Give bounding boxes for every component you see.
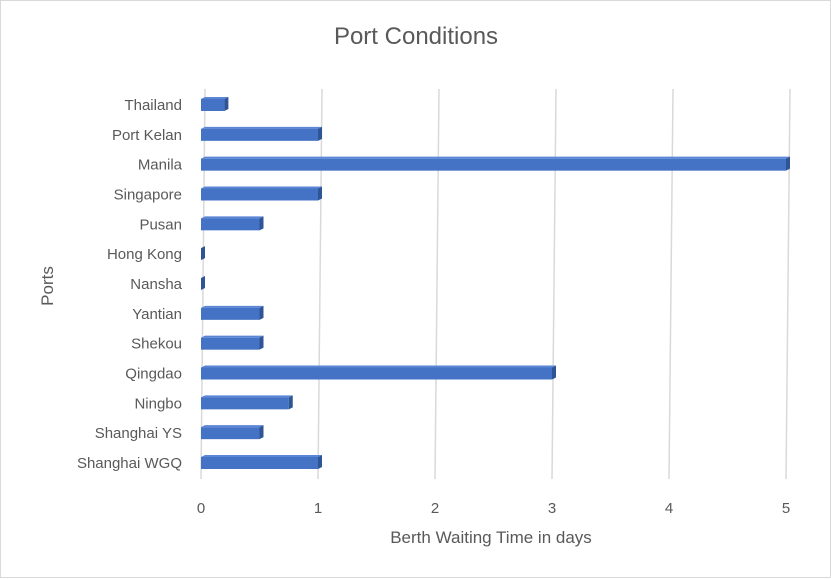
bar-top-face	[201, 186, 322, 189]
y-axis-title: Ports	[38, 266, 57, 306]
bar	[201, 276, 205, 290]
bar-front-face	[201, 188, 318, 201]
bar-side-face	[259, 216, 264, 231]
bar	[201, 97, 229, 111]
x-tick-labels: 0 1 2 3 4 5	[197, 500, 790, 517]
y-tick-label: Singapore	[114, 187, 182, 204]
bar-front-face	[201, 337, 260, 350]
x-tick-label: 3	[548, 500, 556, 517]
bar-side-face	[259, 305, 264, 320]
bar-front-face	[201, 427, 260, 440]
bar-side-face	[318, 126, 322, 141]
bar	[201, 455, 322, 469]
bars	[201, 97, 790, 469]
bar-front-face	[201, 307, 260, 320]
bar-front-face	[201, 218, 260, 231]
gridline	[551, 88, 557, 480]
y-tick-labels: Shanghai WGQ Shanghai YS Ningbo Qingdao Shek…	[77, 97, 183, 472]
bar	[201, 126, 322, 141]
bar-front-face	[201, 397, 289, 410]
bar	[201, 365, 556, 380]
bar-side-face	[318, 455, 322, 469]
y-tick-label: Nansha	[130, 276, 182, 293]
bar-top-face	[201, 305, 264, 308]
gridline	[668, 88, 674, 480]
bar-top-face	[201, 335, 264, 338]
x-tick-label: 1	[314, 500, 322, 517]
y-tick-label: Thailand	[124, 97, 182, 114]
bar-front-face	[201, 158, 786, 171]
bar	[201, 216, 264, 231]
bar-top-face	[201, 156, 790, 159]
gridline	[434, 88, 440, 480]
bar-top-face	[201, 395, 293, 398]
bar	[201, 186, 322, 201]
bar	[201, 335, 264, 350]
gridline	[317, 88, 323, 480]
bar-front-face	[201, 457, 318, 469]
bar	[201, 156, 790, 171]
bar-side-face	[259, 335, 264, 350]
chart-title: Port Conditions	[334, 23, 498, 50]
bar-front-face	[201, 367, 552, 380]
bar	[201, 395, 293, 410]
y-tick-label: Pusan	[139, 216, 182, 233]
y-tick-label: Ningbo	[134, 395, 182, 412]
bar-side-face	[552, 365, 556, 380]
bar-top-face	[201, 455, 322, 457]
bar-front-face	[201, 99, 225, 111]
y-tick-label: Qingdao	[125, 366, 182, 383]
bar-top-face	[201, 365, 556, 368]
bar-side-face	[201, 276, 205, 290]
bar-side-face	[259, 425, 264, 440]
x-axis-title: Berth Waiting Time in days	[390, 528, 592, 547]
gridline	[785, 88, 791, 480]
x-tick-label: 4	[665, 500, 673, 517]
bar-top-face	[201, 216, 264, 219]
y-tick-label: Hong Kong	[107, 246, 182, 263]
bar	[201, 246, 205, 261]
y-tick-label: Manila	[138, 157, 183, 174]
bar-top-face	[201, 97, 229, 99]
x-tick-label: 2	[431, 500, 439, 517]
bar-top-face	[201, 126, 322, 129]
bar	[201, 305, 264, 320]
bar-top-face	[201, 425, 264, 428]
x-tick-label: 0	[197, 500, 205, 517]
gridlines	[200, 88, 791, 480]
bar-side-face	[786, 156, 790, 171]
bar-side-face	[201, 246, 205, 261]
y-tick-label: Shanghai YS	[95, 425, 182, 442]
x-tick-label: 5	[782, 500, 790, 517]
bar-front-face	[201, 128, 318, 141]
y-tick-label: Shekou	[131, 336, 182, 353]
y-tick-label: Yantian	[132, 306, 182, 323]
y-tick-label: Port Kelan	[112, 127, 182, 144]
bar-side-face	[318, 186, 322, 201]
bar-side-face	[224, 97, 229, 111]
bar	[201, 425, 264, 440]
y-tick-label: Shanghai WGQ	[77, 455, 182, 472]
bar-side-face	[288, 395, 293, 410]
